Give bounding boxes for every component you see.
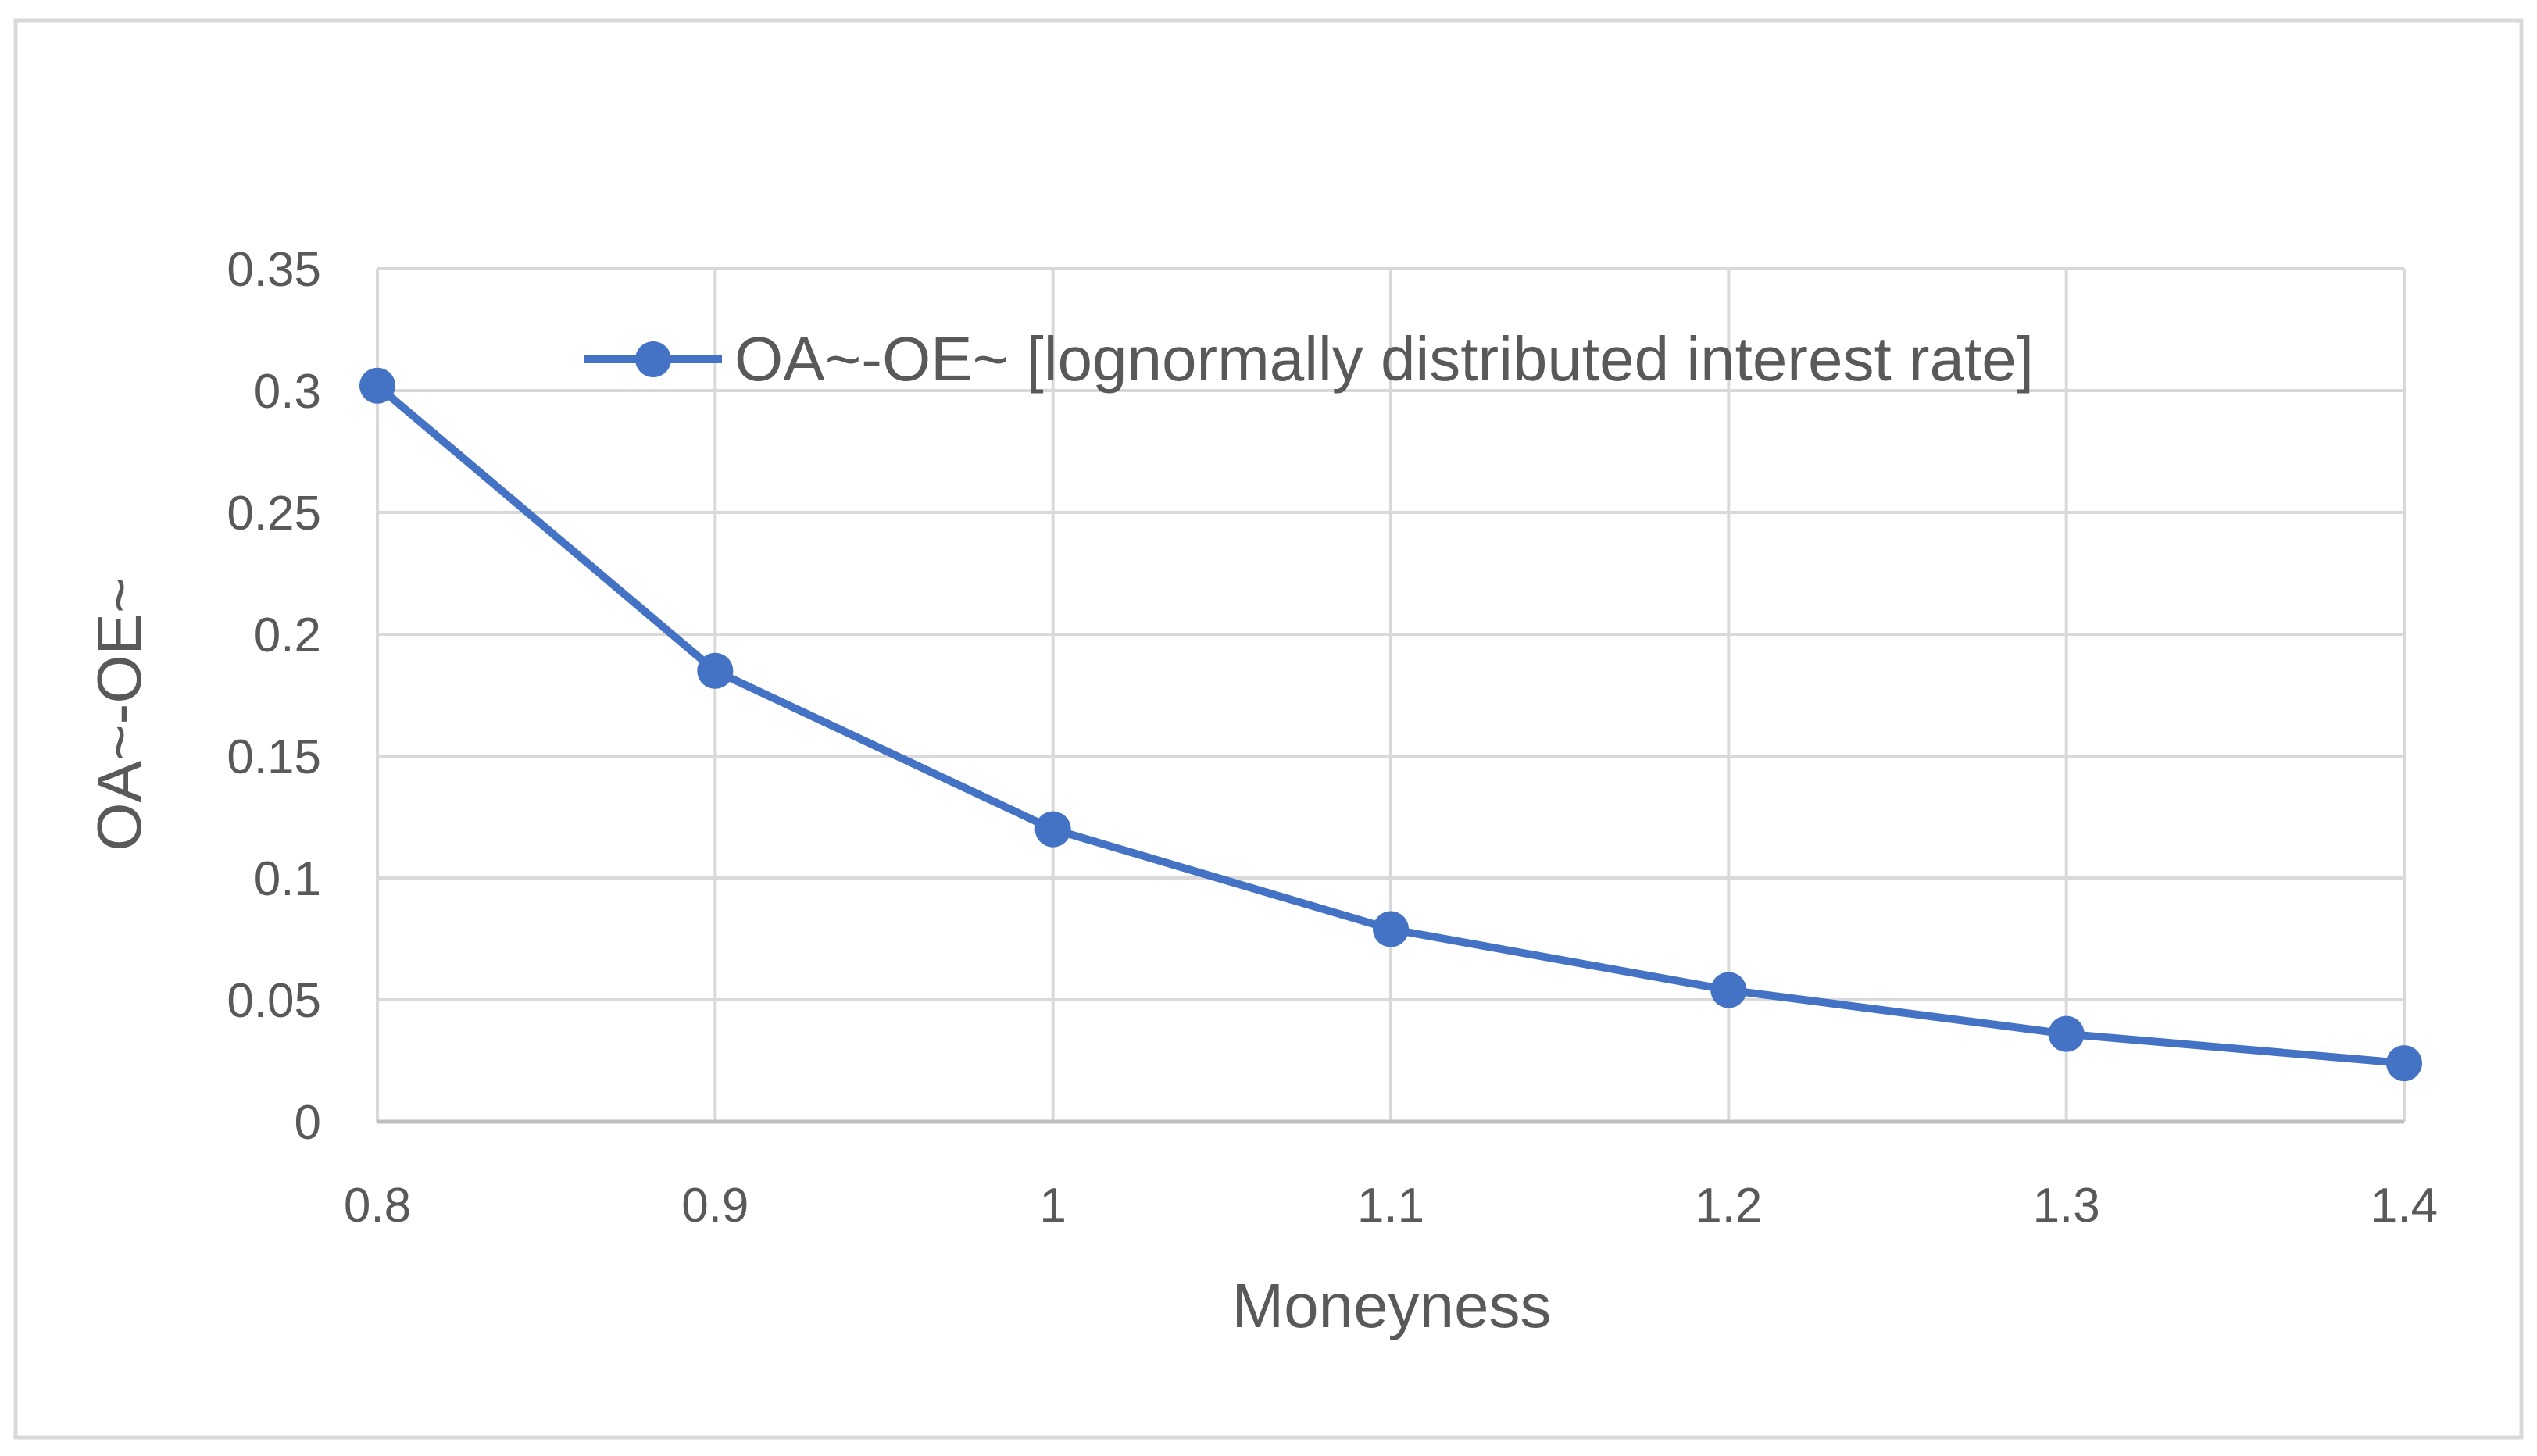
y-tick-label: 0 xyxy=(295,1096,321,1150)
y-axis-tick-labels: 0 0.05 0.1 0.15 0.2 0.25 0.3 0.35 xyxy=(227,243,321,1150)
y-tick-label: 0.1 xyxy=(254,852,321,906)
x-tick-label: 1.4 xyxy=(2371,1179,2438,1233)
x-axis-title: Moneyness xyxy=(1231,1271,1551,1340)
y-axis-title: OA~-OE~ xyxy=(84,576,154,851)
data-point-marker xyxy=(359,367,395,404)
legend-marker-icon xyxy=(635,341,671,377)
x-tick-label: 1.2 xyxy=(1695,1179,1762,1233)
x-tick-label: 1 xyxy=(1039,1179,1066,1233)
x-tick-label: 1.1 xyxy=(1357,1179,1424,1233)
data-point-marker xyxy=(697,652,734,689)
data-point-marker xyxy=(1373,911,1409,947)
grid xyxy=(376,267,2406,1122)
legend: OA~-OE~ [lognormally distributed interes… xyxy=(584,324,2034,394)
data-point-marker xyxy=(2386,1045,2422,1082)
x-tick-label: 0.8 xyxy=(344,1179,411,1233)
y-tick-label: 0.3 xyxy=(254,365,321,419)
x-tick-label: 0.9 xyxy=(681,1179,749,1233)
data-point-marker xyxy=(2048,1015,2085,1052)
chart-frame xyxy=(13,18,2524,1440)
x-tick-label: 1.3 xyxy=(2033,1179,2100,1233)
series xyxy=(359,367,2422,1082)
data-point-marker xyxy=(1034,811,1071,848)
y-tick-label: 0.35 xyxy=(227,243,321,297)
legend-label: OA~-OE~ [lognormally distributed interes… xyxy=(734,324,2034,394)
y-tick-label: 0.25 xyxy=(227,487,321,541)
data-point-marker xyxy=(1710,972,1747,1008)
y-tick-label: 0.2 xyxy=(254,608,321,662)
x-axis-tick-labels: 0.8 0.9 1 1.1 1.2 1.3 1.4 xyxy=(344,1179,2438,1233)
y-tick-label: 0.15 xyxy=(227,730,321,784)
y-tick-label: 0.05 xyxy=(227,974,321,1028)
